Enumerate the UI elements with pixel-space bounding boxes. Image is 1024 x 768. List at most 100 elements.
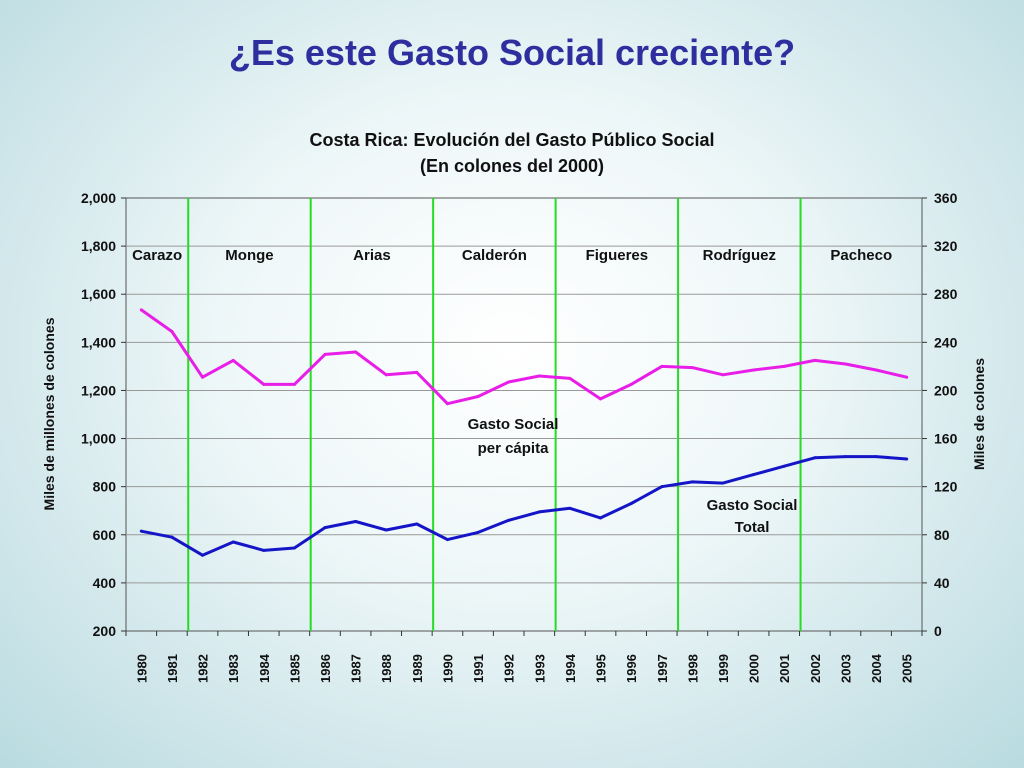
y-tick-label: 400 [93,575,117,591]
data-point [354,520,358,524]
y2-tick-label: 80 [934,527,950,543]
data-point [292,382,296,386]
data-point [476,394,480,398]
data-point [629,502,633,506]
x-tick-label: 2004 [869,653,884,683]
period-label: Monge [225,247,273,264]
series-label: Total [735,519,770,536]
y2-tick-label: 160 [934,431,958,447]
y2-tick-label: 40 [934,575,950,591]
data-point [568,376,572,380]
y-tick-label: 1,000 [81,431,116,447]
data-point [262,382,266,386]
data-point [905,375,909,379]
y-tick-label: 200 [93,623,117,639]
x-tick-label: 1984 [257,653,272,683]
data-point [843,455,847,459]
data-point [507,380,511,384]
data-point [384,528,388,532]
x-tick-label: 2003 [838,654,853,683]
y2-tick-label: 120 [934,479,958,495]
data-point [354,350,358,354]
x-tick-label: 2002 [808,654,823,683]
period-label: Figueres [586,247,649,264]
data-point [568,506,572,510]
y-tick-label: 1,600 [81,286,116,302]
y-tick-label: 2,000 [81,190,116,206]
data-point [752,473,756,477]
data-point [721,373,725,377]
data-point [262,548,266,552]
x-tick-label: 1987 [349,654,364,683]
x-tick-label: 1990 [440,654,455,683]
y-axis-label: Miles de millones de colones [41,317,57,510]
x-tick-label: 1988 [379,654,394,683]
data-point [599,397,603,401]
y2-tick-label: 280 [934,286,958,302]
data-point [782,364,786,368]
data-point [537,510,541,514]
series-label: Gasto Social [707,497,798,514]
y-tick-label: 1,200 [81,382,116,398]
x-tick-label: 1997 [655,654,670,683]
x-tick-label: 1981 [165,654,180,683]
y-tick-label: 1,800 [81,238,116,254]
data-point [782,464,786,468]
x-tick-label: 1982 [196,654,211,683]
data-point [476,530,480,534]
period-label: Carazo [132,247,182,264]
data-point [445,402,449,406]
period-label: Arias [353,247,391,264]
x-tick-label: 1995 [594,654,609,683]
data-point [139,308,143,312]
data-point [537,374,541,378]
data-point [874,455,878,459]
y-tick-label: 600 [93,527,117,543]
data-point [323,352,327,356]
x-tick-label: 1996 [624,654,639,683]
y2-axis-label: Miles de colones [971,358,987,470]
x-tick-label: 1994 [563,653,578,683]
data-point [721,481,725,485]
data-point [231,540,235,544]
data-point [629,382,633,386]
data-point [415,522,419,526]
y2-tick-label: 360 [934,190,958,206]
x-tick-label: 1998 [685,654,700,683]
data-point [231,358,235,362]
data-point [690,366,694,370]
data-point [599,516,603,520]
x-tick-label: 1980 [134,654,149,683]
data-point [660,485,664,489]
x-tick-label: 2000 [747,654,762,683]
x-tick-label: 1983 [226,654,241,683]
data-point [201,553,205,557]
y2-tick-label: 200 [934,382,958,398]
x-tick-label: 2001 [777,654,792,683]
series-line-2 [141,455,907,557]
data-point [660,364,664,368]
series-line-1 [140,308,908,406]
data-point [170,330,174,334]
data-point [843,362,847,366]
series-label: Gasto Social [468,416,559,433]
x-tick-label: 2005 [900,654,915,683]
data-point [813,358,817,362]
x-tick-label: 1993 [532,654,547,683]
data-point [874,368,878,372]
chart-title: Costa Rica: Evolución del Gasto Público … [309,130,715,150]
data-point [445,538,449,542]
x-tick-label: 1989 [410,654,425,683]
x-tick-label: 1992 [502,654,517,683]
y2-tick-label: 0 [934,623,942,639]
data-point [323,526,327,530]
series-label: per cápita [478,440,550,457]
x-tick-label: 1986 [318,654,333,683]
data-point [415,370,419,374]
slide-title: ¿Es este Gasto Social creciente? [228,32,796,73]
data-point [139,529,143,533]
x-tick-label: 1991 [471,654,486,683]
data-point [905,457,909,461]
x-tick-label: 1985 [287,654,302,683]
period-label: Calderón [462,247,527,264]
